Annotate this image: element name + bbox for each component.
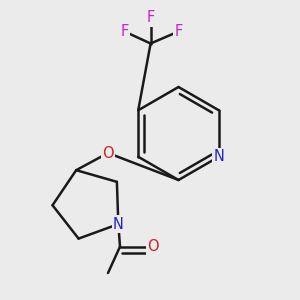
Text: O: O bbox=[102, 146, 114, 160]
Text: F: F bbox=[174, 24, 183, 39]
Text: N: N bbox=[113, 217, 124, 232]
Text: F: F bbox=[120, 24, 129, 39]
Text: N: N bbox=[213, 149, 224, 164]
Text: F: F bbox=[146, 11, 155, 26]
Text: O: O bbox=[147, 239, 159, 254]
